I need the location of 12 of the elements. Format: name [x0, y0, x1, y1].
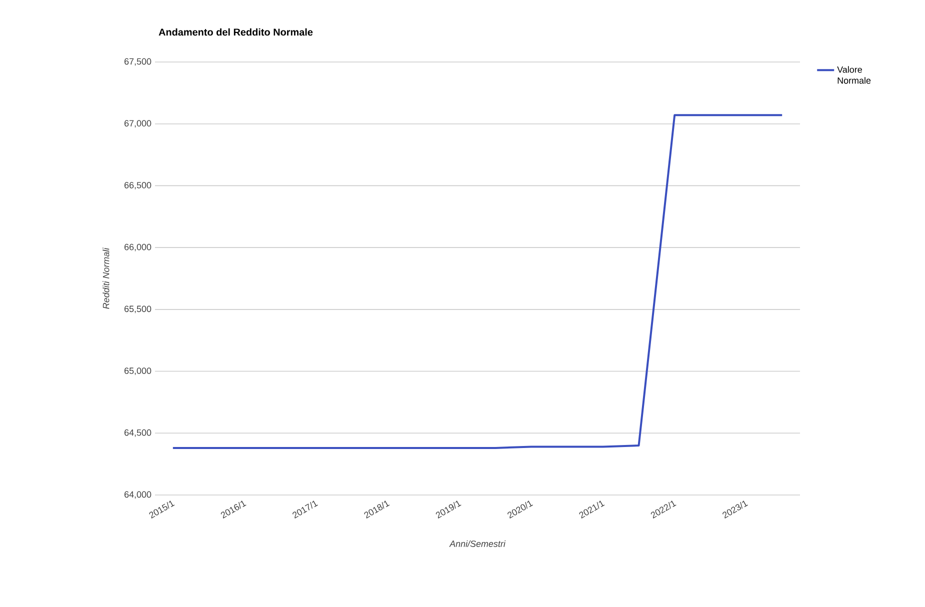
y-tick-label: 65,000	[124, 368, 152, 375]
y-tick-label: 65,500	[124, 306, 152, 314]
y-axis-title: Redditi Normali	[102, 248, 110, 309]
legend-label: Valore Normale	[837, 66, 871, 84]
y-tick-label: 66,000	[124, 244, 152, 252]
x-axis-title: Anni/Semestri	[449, 540, 506, 547]
y-tick-label: 66,500	[124, 182, 152, 190]
chart-title: Andamento del Reddito Normale	[158, 28, 313, 36]
y-tick-label: 67,000	[124, 120, 152, 128]
y-tick-label: 67,500	[124, 58, 152, 66]
y-tick-label: 64,000	[124, 491, 152, 499]
y-tick-label: 64,500	[124, 429, 152, 437]
